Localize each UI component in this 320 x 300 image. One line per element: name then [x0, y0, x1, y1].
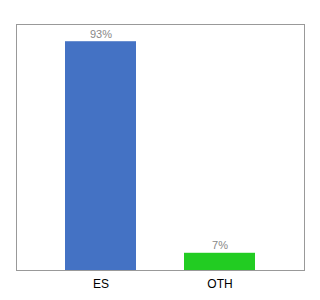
svg-text:93%: 93% [90, 28, 112, 40]
svg-text:7%: 7% [212, 239, 228, 251]
svg-text:ES: ES [93, 277, 109, 291]
svg-text:OTH: OTH [207, 277, 232, 291]
